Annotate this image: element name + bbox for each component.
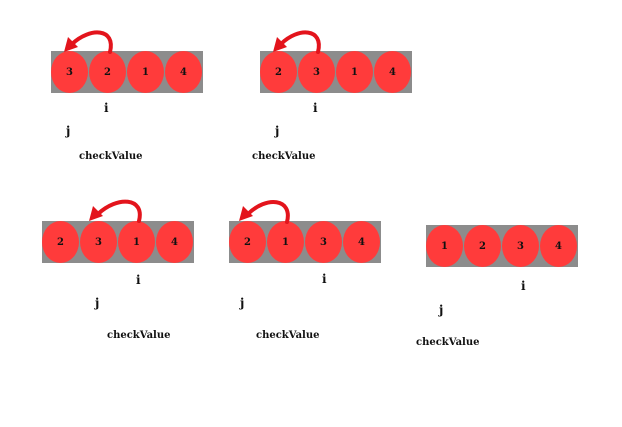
check-value-label: checkValue [107,330,171,341]
array-cell: 4 [374,51,411,93]
pointer-j: j [275,124,280,138]
array-cell: 2 [89,51,126,93]
check-value-label: checkValue [252,151,316,162]
swap-arrow-step-4 [239,200,290,224]
array-cell: 3 [305,221,342,263]
pointer-j: j [439,303,444,317]
array-cell: 1 [267,221,304,263]
pointer-i: i [104,101,109,115]
array-cell: 2 [464,225,501,267]
array-cell: 4 [165,51,202,93]
pointer-i: i [521,279,526,293]
pointer-j: j [66,124,71,138]
pointer-j: j [240,296,245,310]
array-cell: 4 [343,221,380,263]
check-value-label: checkValue [79,151,143,162]
array-cell: 2 [42,221,79,263]
array-cell: 4 [156,221,193,263]
swap-arrow-step-3 [89,199,142,223]
check-value-label: checkValue [416,337,480,348]
array-cell: 3 [80,221,117,263]
array-cell: 3 [51,51,88,93]
array-cell: 1 [426,225,463,267]
array-cell: 1 [336,51,373,93]
swap-arrow-step-2 [273,30,321,54]
array-cell: 2 [260,51,297,93]
swap-arrow-step-1 [64,30,113,54]
array-cell: 3 [298,51,335,93]
pointer-i: i [136,273,141,287]
array-cell: 1 [127,51,164,93]
pointer-i: i [313,101,318,115]
array-cell: 3 [502,225,539,267]
check-value-label: checkValue [256,330,320,341]
pointer-i: i [322,272,327,286]
array-cell: 2 [229,221,266,263]
array-cell: 1 [118,221,155,263]
array-cell: 4 [540,225,577,267]
pointer-j: j [95,296,100,310]
